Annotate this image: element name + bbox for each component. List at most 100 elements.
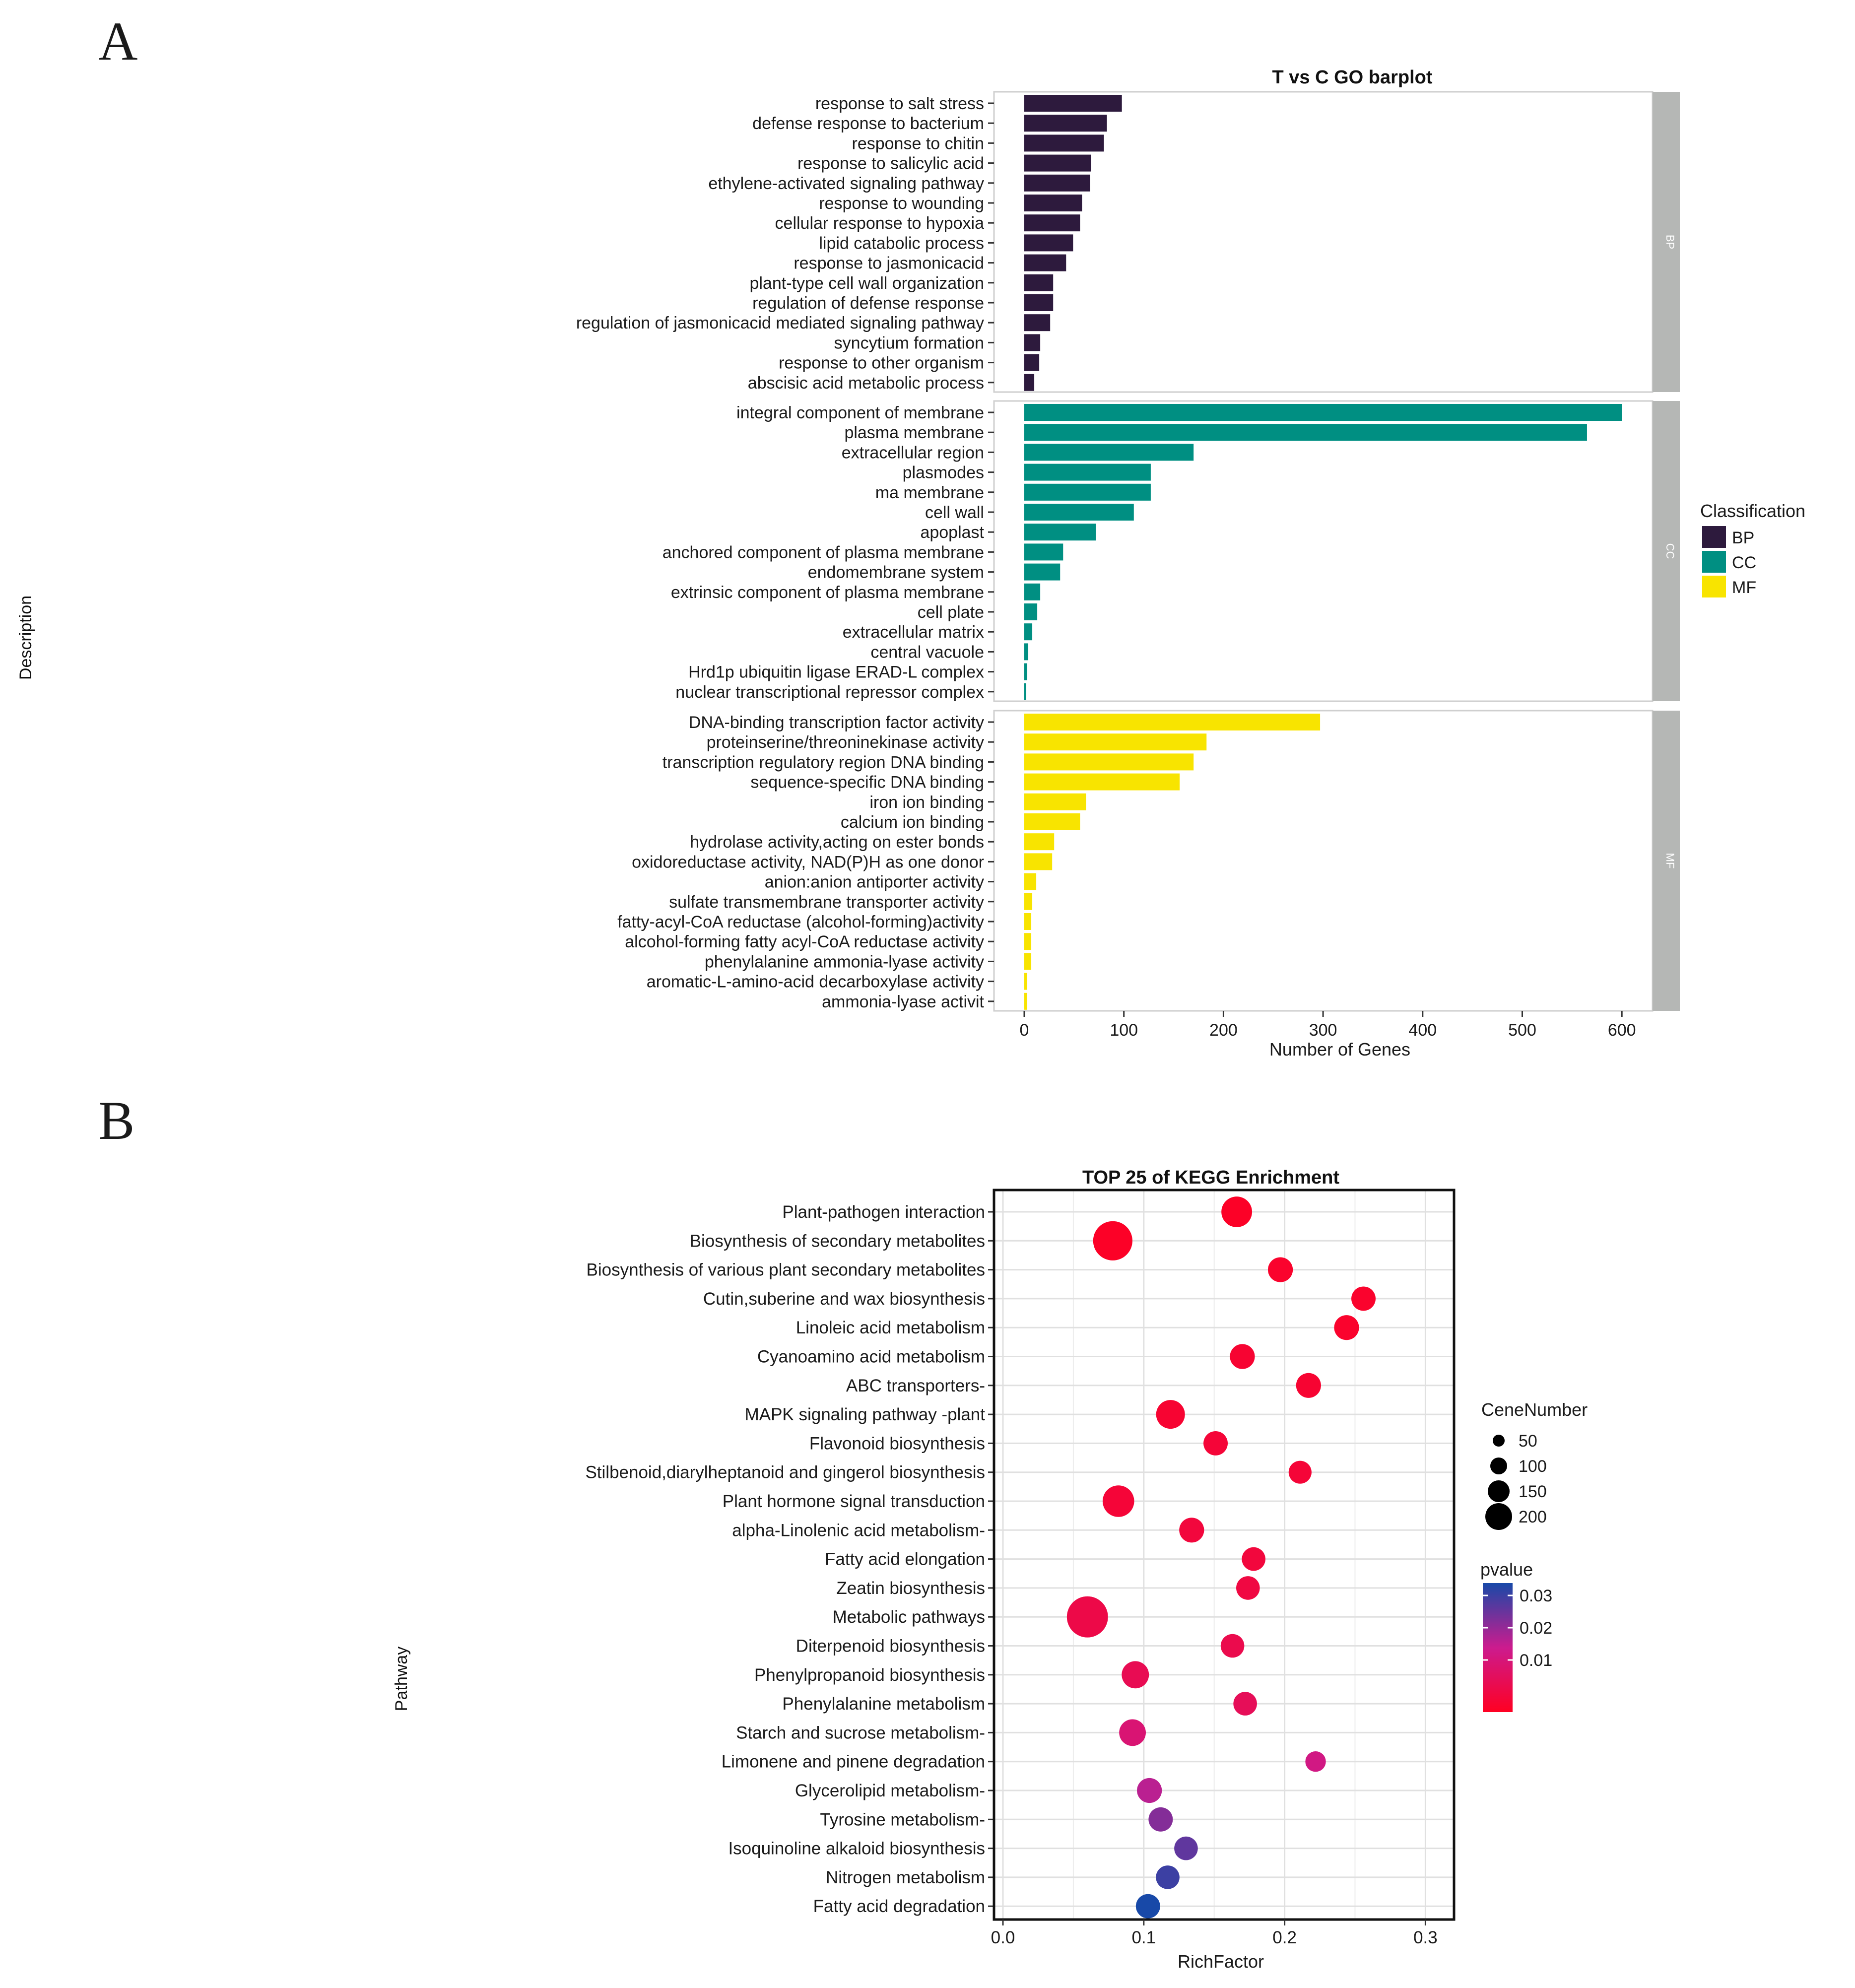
go-category-label: plasmodes: [903, 464, 984, 482]
kegg-x-tick-label: 0.1: [1131, 1928, 1156, 1947]
go-bar: [1024, 813, 1080, 830]
go-category-label: cell plate: [918, 603, 984, 622]
go-category-label: iron ion binding: [869, 793, 984, 812]
go-facet-strip-label: CC: [1664, 543, 1676, 559]
go-bar: [1024, 314, 1051, 331]
go-bar: [1024, 733, 1207, 751]
go-legend-label-cc: CC: [1732, 553, 1756, 572]
kegg-point: [1156, 1400, 1185, 1429]
go-legend-swatch-mf: [1702, 576, 1726, 597]
go-legend-label-mf: MF: [1732, 578, 1756, 597]
kegg-pathway-label: Cutin,suberine and wax biosynthesis: [703, 1289, 985, 1309]
kegg-point: [1156, 1865, 1180, 1889]
kegg-pathway-label: Biosynthesis of various plant secondary …: [587, 1260, 985, 1280]
kegg-size-legend-dot: [1490, 1458, 1507, 1474]
go-bar: [1024, 254, 1066, 271]
go-bar: [1024, 95, 1122, 112]
kegg-point: [1267, 1257, 1293, 1282]
kegg-pathway-label: Starch and sucrose metabolism-: [736, 1723, 985, 1742]
go-bar: [1024, 683, 1027, 700]
go-bar: [1024, 195, 1082, 211]
panel-label-b: B: [98, 1090, 135, 1151]
go-chart-title: T vs C GO barplot: [1272, 67, 1432, 88]
kegg-size-legend-label: 150: [1519, 1482, 1547, 1501]
kegg-pathway-label: Cyanoamino acid metabolism: [757, 1347, 985, 1367]
go-legend-swatch-cc: [1702, 551, 1726, 573]
go-category-label: cell wall: [925, 503, 984, 522]
kegg-point: [1119, 1719, 1146, 1746]
go-category-label: plant-type cell wall organization: [750, 274, 984, 293]
go-bar: [1024, 524, 1096, 541]
kegg-pathway-label: Limonene and pinene degradation: [722, 1752, 985, 1772]
go-bar: [1024, 404, 1622, 421]
kegg-pathway-label: Nitrogen metabolism: [826, 1868, 985, 1887]
go-bar: [1024, 793, 1086, 810]
go-bar: [1024, 334, 1041, 351]
go-category-label: proteinserine/threoninekinase activity: [707, 733, 984, 752]
go-category-label: integral component of membrane: [736, 403, 984, 422]
kegg-color-legend-label: 0.03: [1520, 1587, 1552, 1605]
go-bar: [1024, 154, 1091, 172]
go-bar: [1024, 973, 1028, 990]
go-category-label: extracellular region: [842, 443, 984, 462]
go-category-label: oxidoreductase activity, NAD(P)H as one …: [632, 853, 984, 871]
kegg-x-tick-label: 0.2: [1272, 1928, 1297, 1947]
go-x-tick-label: 100: [1110, 1021, 1138, 1040]
go-y-axis-label: Description: [16, 596, 35, 680]
kegg-color-legend-label: 0.02: [1520, 1619, 1552, 1638]
go-bar: [1024, 563, 1060, 581]
kegg-pathway-label: ABC transporters-: [846, 1376, 985, 1395]
kegg-color-legend-bar: [1483, 1583, 1513, 1712]
go-bar: [1024, 623, 1033, 641]
kegg-point: [1296, 1373, 1321, 1398]
go-category-label: anchored component of plasma membrane: [662, 543, 984, 562]
go-x-tick-label: 0: [1020, 1021, 1029, 1040]
go-bar: [1024, 833, 1055, 851]
kegg-size-legend-label: 200: [1519, 1508, 1547, 1526]
kegg-pathway-label: Fatty acid elongation: [825, 1550, 985, 1569]
kegg-pathway-label: Diterpenoid biosynthesis: [796, 1637, 985, 1656]
kegg-x-tick-label: 0.0: [991, 1928, 1015, 1947]
go-category-label: aromatic-L-amino-acid decarboxylase acti…: [647, 973, 984, 992]
kegg-pathway-label: Tyrosine metabolism-: [820, 1810, 985, 1829]
go-category-label: extracellular matrix: [843, 623, 984, 642]
kegg-pathway-label: Flavonoid biosynthesis: [809, 1434, 985, 1453]
kegg-pathway-label: Glycerolipid metabolism-: [795, 1781, 985, 1800]
panel-label-a: A: [98, 11, 138, 71]
kegg-point: [1093, 1221, 1132, 1260]
go-bar: [1024, 134, 1104, 152]
go-bar: [1024, 274, 1054, 291]
go-category-label: ammonia-lyase activit: [822, 993, 984, 1011]
go-bar: [1024, 714, 1321, 730]
go-bar: [1024, 444, 1194, 461]
kegg-pathway-label: Plant hormone signal transduction: [723, 1492, 985, 1511]
kegg-pathway-label: Isoquinoline alkaloid biosynthesis: [728, 1839, 985, 1858]
go-bar: [1024, 424, 1587, 441]
go-bar: [1024, 294, 1054, 311]
go-x-tick-label: 500: [1508, 1021, 1536, 1040]
go-category-label: extrinsic component of plasma membrane: [671, 583, 984, 602]
go-bar: [1024, 174, 1090, 192]
go-x-tick-label: 400: [1408, 1021, 1437, 1040]
go-bar: [1024, 953, 1032, 970]
go-category-label: central vacuole: [870, 643, 984, 662]
go-bar: [1024, 464, 1151, 481]
kegg-color-legend-label: 0.01: [1520, 1651, 1552, 1670]
go-bar: [1024, 115, 1107, 132]
go-bar: [1024, 504, 1134, 521]
go-x-tick-label: 600: [1608, 1021, 1636, 1040]
go-category-label: syncytium formation: [834, 333, 984, 352]
kegg-point: [1351, 1286, 1376, 1311]
go-category-label: response to jasmonicacid: [794, 254, 984, 273]
kegg-point: [1220, 1634, 1245, 1658]
go-category-label: response to salicylic acid: [797, 154, 984, 173]
kegg-grid: [994, 1190, 1454, 1920]
go-category-label: sequence-specific DNA binding: [750, 773, 984, 792]
go-category-label: regulation of jasmonicacid mediated sign…: [576, 314, 984, 332]
go-bar: [1024, 873, 1037, 890]
go-x-tick-label: 300: [1309, 1021, 1337, 1040]
kegg-x-tick-label: 0.3: [1413, 1928, 1438, 1947]
go-category-label: Hrd1p ubiquitin ligase ERAD-L complex: [688, 663, 984, 682]
go-x-axis-label: Number of Genes: [1269, 1039, 1410, 1060]
